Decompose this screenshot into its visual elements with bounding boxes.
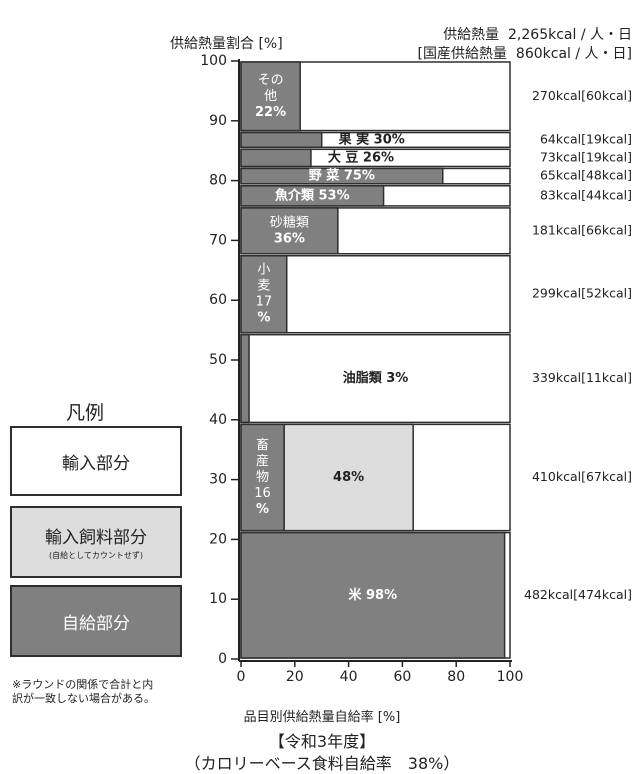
overall-rate-subtitle: （カロリーベース食料自給率 38%） xyxy=(184,754,460,773)
legend-self-label: 自給部分 xyxy=(62,613,130,634)
bar-self-9 xyxy=(240,61,301,132)
kcal-label-1: 410kcal[67kcal] xyxy=(532,469,632,484)
kcal-label-9: 270kcal[60kcal] xyxy=(532,88,632,103)
kcal-label-6: 65kcal[48kcal] xyxy=(540,168,632,183)
y-axis-title: 供給熱量割合 [%] xyxy=(170,36,283,52)
y-tick-label: 50 xyxy=(209,352,227,368)
bar-label-9: 他 xyxy=(264,89,277,104)
bar-label-7: 大 豆 26% xyxy=(328,149,394,165)
bar-label-5: 魚介類 53% xyxy=(275,187,350,203)
x-tick-label: 0 xyxy=(237,669,246,685)
bar-self-0 xyxy=(240,531,506,659)
x-axis-title: 品目別供給熱量自給率 [%] xyxy=(243,710,401,725)
total-calorie-header: 供給熱量 2,265kcal / 人・日 xyxy=(434,8,632,44)
bar-label-1: % xyxy=(256,502,269,517)
bar-self-5 xyxy=(240,185,385,207)
bar-self-6 xyxy=(240,167,444,185)
year-title: 【令和3年度】 xyxy=(268,732,376,751)
y-tick-label: 70 xyxy=(209,232,227,248)
bar-label-3: 17 xyxy=(256,295,273,310)
y-tick-label: 90 xyxy=(209,113,227,129)
bar-self-4 xyxy=(240,207,339,255)
bar-label-2: 油脂類 3% xyxy=(343,370,409,386)
y-tick-label: 0 xyxy=(218,651,227,667)
bar-label-4: 砂糖類 xyxy=(270,214,309,230)
total-calorie-label: 供給熱量 xyxy=(443,27,500,43)
rounding-note: ※ラウンドの関係で合計と内訳が一致しない場合がある。 xyxy=(12,678,155,705)
y-tick-label: 30 xyxy=(209,472,227,488)
bar-label-3: 小 xyxy=(257,263,270,278)
bar-self-1 xyxy=(240,423,285,532)
x-tick-label: 80 xyxy=(447,669,465,685)
bar-label-1: 物 xyxy=(256,470,269,485)
y-tick-label: 20 xyxy=(209,531,227,547)
y-tick-label: 60 xyxy=(209,292,227,308)
bar-self-7 xyxy=(240,148,312,168)
bar-label-1: 16 xyxy=(254,486,271,501)
kcal-label-2: 339kcal[11kcal] xyxy=(532,370,632,385)
bar-feed-label: 48% xyxy=(333,470,364,485)
legend-feed-label: 輸入飼料部分 xyxy=(45,528,147,548)
kcal-label-7: 73kcal[19kcal] xyxy=(540,149,632,164)
bar-label-6: 野 菜 75% xyxy=(309,168,375,184)
bar-label-0: 米 98% xyxy=(348,587,397,603)
bar-import-2 xyxy=(240,333,511,424)
bar-label-9: 22% xyxy=(255,105,286,120)
legend-import-label: 輸入部分 xyxy=(62,453,130,474)
total-calorie-value: 2,265kcal / 人・日 xyxy=(508,27,632,43)
x-tick-label: 60 xyxy=(393,669,411,685)
x-tick-label: 40 xyxy=(340,669,358,685)
x-tick-label: 20 xyxy=(286,669,304,685)
bar-label-3: % xyxy=(257,311,270,326)
bar-label-1: 産 xyxy=(256,453,269,469)
kcal-label-3: 299kcal[52kcal] xyxy=(532,286,632,301)
y-tick-label: 10 xyxy=(209,591,227,607)
legend-item-import: 輸入部分 xyxy=(10,426,182,496)
legend-feed-sublabel: (自給としてカウントせず) xyxy=(48,551,143,560)
bar-feed-1 xyxy=(283,423,414,532)
bar-label-9: その xyxy=(258,73,284,88)
bar-label-1: 畜 xyxy=(256,437,269,453)
legend-title: 凡例 xyxy=(66,402,105,424)
bar-label-3: 麦 xyxy=(257,279,270,294)
domestic-calorie-value: 860kcal / 人・日] xyxy=(515,46,632,62)
bar-label-8: 果 実 30% xyxy=(338,131,405,147)
y-tick-label: 40 xyxy=(209,412,227,428)
kcal-label-8: 64kcal[19kcal] xyxy=(540,131,632,146)
kcal-label-0: 482kcal[474kcal] xyxy=(524,587,632,602)
bar-self-8 xyxy=(240,131,323,149)
bar-self-3 xyxy=(240,255,288,334)
y-tick-label: 80 xyxy=(209,173,227,189)
domestic-calorie-header: [国産供給熱量 860kcal / 人・日] xyxy=(409,27,632,63)
kcal-label-5: 83kcal[44kcal] xyxy=(540,187,632,202)
bar-label-4: 36% xyxy=(274,231,305,246)
kcal-label-4: 181kcal[66kcal] xyxy=(532,222,632,237)
legend-item-feed: 輸入飼料部分 (自給としてカウントせず) xyxy=(10,506,182,578)
bar-self-2 xyxy=(240,333,250,424)
y-tick-label: 100 xyxy=(200,53,227,69)
legend-item-self: 自給部分 xyxy=(10,585,182,657)
x-tick-label: 100 xyxy=(497,669,524,685)
domestic-calorie-label: [国産供給熱量 xyxy=(417,46,508,62)
